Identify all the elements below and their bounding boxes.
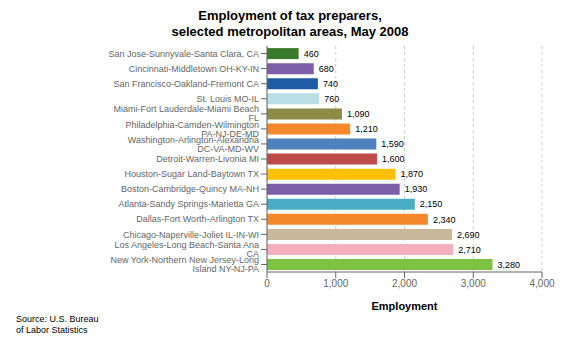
svg-text:740: 740 bbox=[323, 79, 338, 89]
svg-text:2,340: 2,340 bbox=[433, 215, 456, 225]
svg-text:1,590: 1,590 bbox=[381, 139, 404, 149]
svg-text:1,600: 1,600 bbox=[382, 154, 405, 164]
svg-text:San Jose-Sunnyvale-Santa Clara: San Jose-Sunnyvale-Santa Clara, CA bbox=[108, 49, 259, 59]
svg-text:St. Louis MO-IL: St. Louis MO-IL bbox=[196, 94, 259, 104]
svg-text:Cincinnati-Middletown OH-KY-IN: Cincinnati-Middletown OH-KY-IN bbox=[129, 64, 259, 74]
svg-text:1,870: 1,870 bbox=[401, 169, 424, 179]
svg-text:4,000: 4,000 bbox=[529, 278, 554, 289]
svg-text:2,690: 2,690 bbox=[457, 230, 480, 240]
svg-text:Miami-Fort Lauderdale-Miami Be: Miami-Fort Lauderdale-Miami BeachFL bbox=[113, 104, 259, 123]
svg-text:680: 680 bbox=[319, 64, 334, 74]
svg-text:Boston-Cambridge-Quincy MA-NH: Boston-Cambridge-Quincy MA-NH bbox=[121, 184, 259, 194]
svg-text:Employment: Employment bbox=[371, 300, 437, 312]
svg-text:New York-Northern New Jersey-L: New York-Northern New Jersey-LongIsland … bbox=[110, 255, 259, 274]
svg-text:0: 0 bbox=[264, 278, 270, 289]
svg-text:460: 460 bbox=[304, 49, 319, 59]
svg-text:San Francisco-Oakland-Fremont: San Francisco-Oakland-Fremont CA bbox=[113, 79, 259, 89]
svg-text:1,000: 1,000 bbox=[323, 278, 348, 289]
svg-text:2,150: 2,150 bbox=[420, 199, 443, 209]
svg-text:760: 760 bbox=[324, 94, 339, 104]
svg-text:2,000: 2,000 bbox=[392, 278, 417, 289]
svg-text:1,210: 1,210 bbox=[355, 124, 378, 134]
svg-text:3,000: 3,000 bbox=[461, 278, 486, 289]
svg-text:Philadelphia-Camden-Wilmington: Philadelphia-Camden-WilmingtonPA-NJ-DE-M… bbox=[125, 120, 259, 139]
svg-text:Dallas-Fort Worth-Arlington TX: Dallas-Fort Worth-Arlington TX bbox=[136, 214, 259, 224]
svg-text:Detroit-Warren-Livonia MI: Detroit-Warren-Livonia MI bbox=[156, 154, 259, 164]
svg-text:1,930: 1,930 bbox=[405, 184, 428, 194]
svg-text:3,280: 3,280 bbox=[498, 260, 521, 270]
svg-text:2,710: 2,710 bbox=[458, 245, 481, 255]
svg-text:1,090: 1,090 bbox=[347, 109, 370, 119]
svg-text:Houston-Sugar Land-Baytown TX: Houston-Sugar Land-Baytown TX bbox=[125, 169, 259, 179]
svg-text:Chicago-Naperville-Joliet IL-I: Chicago-Naperville-Joliet IL-IN-WI bbox=[123, 230, 259, 240]
svg-text:Los Angeles-Long Beach-Santa A: Los Angeles-Long Beach-Santa AnaCA bbox=[114, 240, 259, 259]
svg-text:Atlanta-Sandy Springs-Marietta: Atlanta-Sandy Springs-Marietta GA bbox=[118, 199, 259, 209]
